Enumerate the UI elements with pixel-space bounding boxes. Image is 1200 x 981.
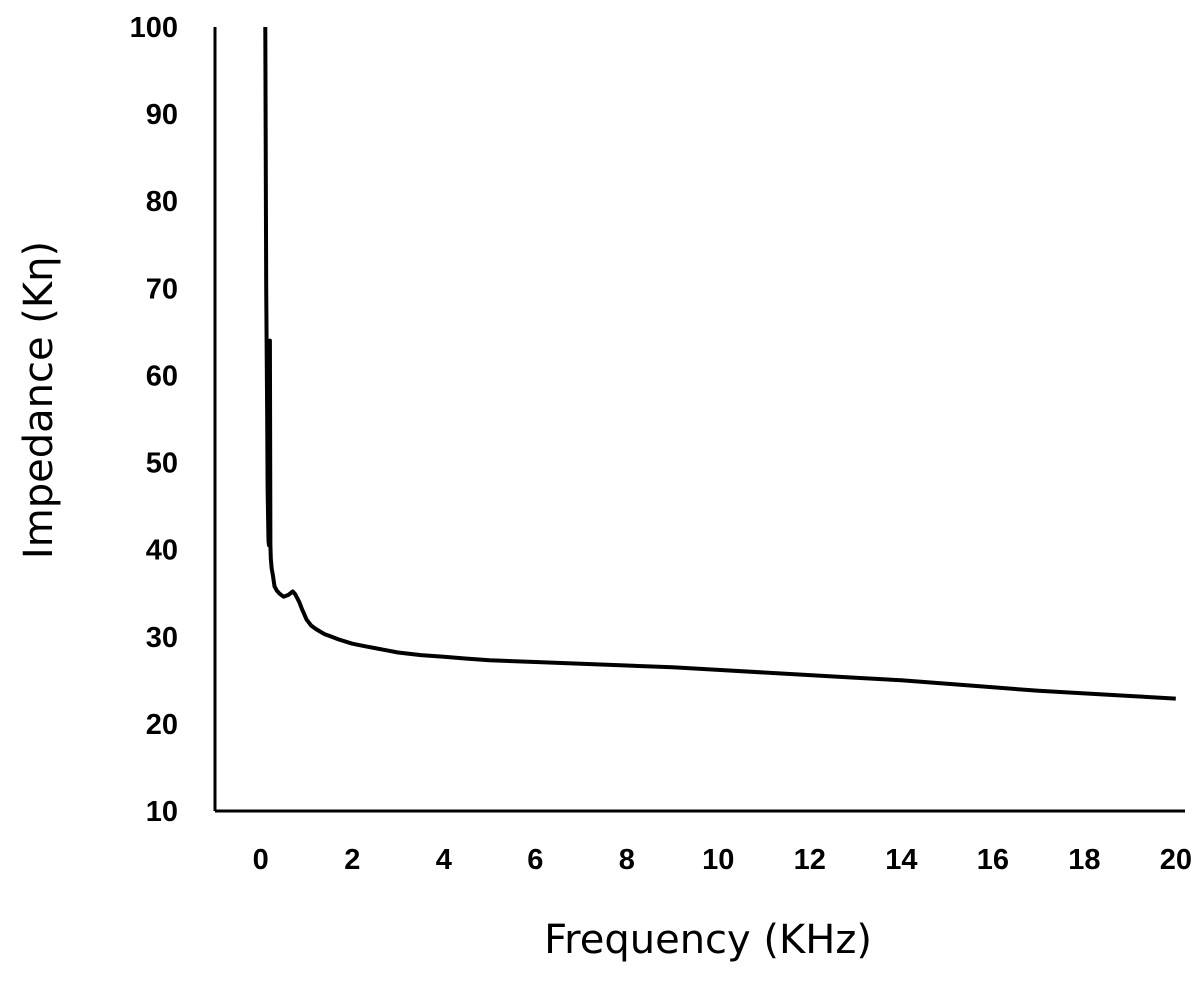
x-tick-label: 10 (702, 844, 734, 876)
y-tick-label: 30 (146, 622, 178, 654)
x-tick-label: 12 (794, 844, 826, 876)
y-tick-label: 50 (146, 448, 178, 480)
x-tick-label: 16 (977, 844, 1009, 876)
y-tick-label: 80 (146, 186, 178, 218)
x-tick-label: 18 (1068, 844, 1100, 876)
y-axis-ticks: 10 20 30 40 50 60 70 80 90 100 (130, 12, 178, 828)
axes (213, 27, 1185, 813)
y-tick-label: 70 (146, 273, 178, 305)
x-tick-label: 14 (885, 844, 917, 876)
x-tick-label: 20 (1160, 844, 1192, 876)
series-line (263, 26, 1176, 701)
x-tick-label: 8 (619, 844, 635, 876)
x-tick-label: 6 (527, 844, 543, 876)
x-axis-title: Frequency (KHz) (544, 917, 872, 963)
y-axis-title: Impedance (Kη) (16, 241, 62, 559)
plot-area (263, 26, 1176, 701)
y-tick-label: 10 (146, 796, 178, 828)
y-tick-label: 100 (130, 12, 178, 44)
x-tick-label: 0 (253, 844, 269, 876)
y-tick-label: 90 (146, 99, 178, 131)
y-tick-label: 60 (146, 360, 178, 392)
y-tick-label: 20 (146, 709, 178, 741)
y-tick-label: 40 (146, 535, 178, 567)
x-tick-label: 4 (436, 844, 452, 876)
x-axis-ticks: 0 2 4 6 8 10 12 14 16 18 20 (253, 844, 1192, 876)
x-tick-label: 2 (344, 844, 360, 876)
